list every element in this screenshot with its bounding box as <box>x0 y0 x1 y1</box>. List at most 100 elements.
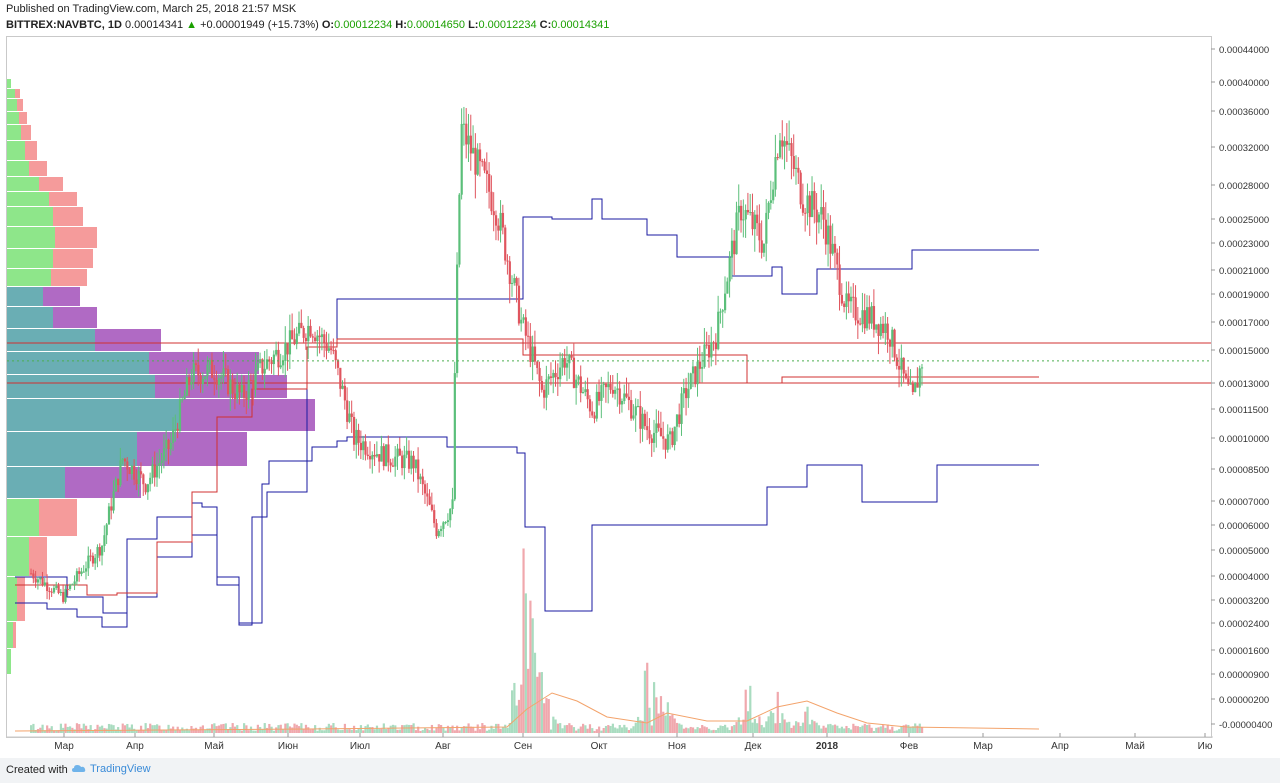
profile-row-sell <box>17 99 23 111</box>
candle <box>662 421 665 450</box>
time-tick-label: Сен <box>514 741 532 752</box>
volume-bar <box>135 730 138 733</box>
candle-body <box>201 379 205 385</box>
volume-bar <box>126 723 129 733</box>
candle-body <box>714 343 718 350</box>
candle <box>366 446 369 460</box>
candle-body <box>330 348 333 351</box>
volume-bar <box>240 730 243 733</box>
candle-body <box>469 135 472 154</box>
chart-area[interactable]: 0.00044000 0.00040000 0.00036000 0.00032000… <box>6 36 1272 752</box>
price-chart[interactable]: 0.00044000 0.00040000 0.00036000 0.00032000… <box>7 37 1272 753</box>
candle <box>428 489 431 506</box>
candle-body <box>30 573 33 575</box>
volume-bar <box>604 725 608 733</box>
candle-body <box>222 368 225 377</box>
candle <box>492 192 495 232</box>
volume-bar <box>788 721 791 733</box>
candle-body <box>394 456 397 467</box>
candle <box>614 386 617 400</box>
volume-bar <box>291 727 294 733</box>
volume-bar <box>520 684 523 733</box>
candle-body <box>43 582 46 586</box>
time-tick-label: Фев <box>900 741 918 752</box>
candle <box>774 134 777 197</box>
candle <box>133 459 136 486</box>
candle <box>682 378 685 408</box>
candle-body <box>685 388 688 399</box>
candle <box>249 373 253 382</box>
profile-row-buy <box>7 329 95 351</box>
candle-body <box>245 397 248 400</box>
volume-bar <box>614 727 617 733</box>
volume-bar <box>64 723 67 733</box>
candle-body <box>46 582 49 591</box>
candle-body <box>316 335 319 342</box>
candle <box>263 350 266 389</box>
candle-body <box>96 547 99 558</box>
candle <box>524 309 527 351</box>
volume-bars <box>30 548 924 733</box>
volume-bar <box>119 729 122 733</box>
price-tick-label: 0.00021000 <box>1219 266 1269 277</box>
volume-bar <box>817 725 821 733</box>
candle <box>181 396 184 403</box>
candle-body <box>735 212 738 255</box>
candle <box>611 375 614 398</box>
volume-bar <box>174 730 177 733</box>
candle-body <box>369 456 372 460</box>
tradingview-cloud-icon <box>72 765 86 772</box>
volume-bar <box>478 729 482 733</box>
volume-bar <box>481 723 484 733</box>
candle <box>735 201 738 255</box>
candle <box>130 464 134 480</box>
volume-bar <box>204 730 207 733</box>
candle <box>595 384 598 422</box>
candle <box>396 443 399 470</box>
volume-bar <box>815 722 818 733</box>
candle <box>914 381 917 393</box>
volume-bar <box>609 725 612 733</box>
tradingview-logo[interactable]: TradingView <box>72 763 151 775</box>
candle <box>460 108 463 200</box>
candle <box>169 432 172 456</box>
candle-body <box>721 310 724 312</box>
volume-bar <box>494 723 498 733</box>
candle <box>845 281 848 320</box>
volume-bar <box>827 724 830 733</box>
candle <box>902 357 905 383</box>
candle <box>309 319 312 338</box>
candle-body <box>123 458 127 462</box>
candle <box>440 525 443 537</box>
volume-bar <box>680 724 683 733</box>
candle-body <box>114 478 117 492</box>
candle <box>529 323 532 368</box>
volume-bar <box>355 730 358 733</box>
candle-body <box>886 323 889 340</box>
candle-body <box>694 366 697 385</box>
candle-body <box>630 400 633 419</box>
candle <box>268 356 271 371</box>
candle-body <box>769 200 773 203</box>
volume-bar <box>222 723 225 733</box>
profile-row-buy <box>7 352 149 374</box>
candle-body <box>204 376 207 380</box>
candle-body <box>48 590 51 592</box>
candle-body <box>412 455 415 469</box>
profile-row-buy <box>7 249 53 268</box>
candle-body <box>778 140 782 158</box>
candle <box>110 497 113 520</box>
volume-bar <box>778 723 782 733</box>
volume-bar <box>30 725 33 733</box>
price-tick-label: 0.00017000 <box>1219 318 1269 329</box>
candle <box>829 215 832 270</box>
volume-bar <box>820 728 823 733</box>
volume-bar <box>149 723 152 733</box>
candle <box>630 389 633 421</box>
candle <box>371 451 374 474</box>
candle <box>176 422 179 439</box>
candle-body <box>902 357 905 374</box>
volume-bar <box>224 723 227 733</box>
candle <box>82 565 85 573</box>
candle <box>795 155 798 185</box>
